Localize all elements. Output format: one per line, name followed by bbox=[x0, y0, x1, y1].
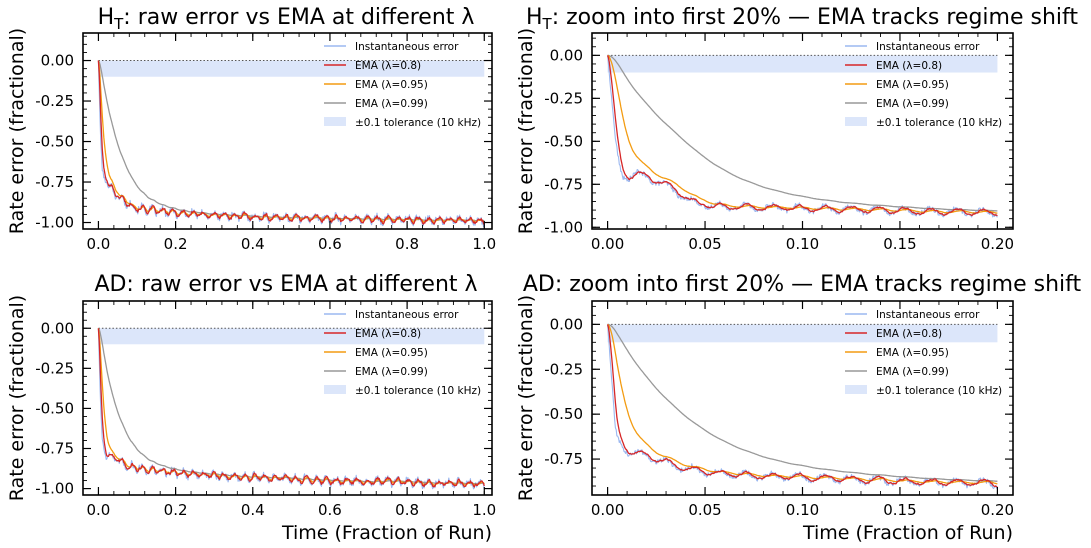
x-tick-label: 0.6 bbox=[318, 235, 342, 253]
legend-entry: EMA (λ=0.8) bbox=[355, 328, 421, 340]
legend-entry: EMA (λ=0.99) bbox=[876, 366, 949, 378]
legend-entry: EMA (λ=0.95) bbox=[876, 347, 949, 359]
legend-entry: EMA (λ=0.8) bbox=[876, 328, 942, 340]
y-tick-label: -0.25 bbox=[35, 359, 74, 377]
x-tick-label: 0.4 bbox=[241, 235, 265, 253]
x-tick-label: 0.05 bbox=[688, 501, 721, 519]
series-line-ema-0-99- bbox=[607, 323, 998, 482]
x-tick-label: 0.10 bbox=[786, 235, 819, 253]
chart-title: HT: raw error vs EMA at different λ bbox=[98, 5, 475, 33]
chart-title: AD: raw error vs EMA at different λ bbox=[94, 272, 477, 297]
legend-entry: EMA (λ=0.99) bbox=[876, 98, 949, 110]
x-tick-label: 0.20 bbox=[981, 235, 1014, 253]
y-axis-label: Rate error (fractional) bbox=[6, 28, 28, 234]
y-tick-label: -1.00 bbox=[35, 480, 74, 498]
x-axis-label: Time (Fraction of Run) bbox=[802, 522, 1013, 544]
x-tick-label: 0.15 bbox=[883, 235, 916, 253]
y-tick-label: 0.00 bbox=[550, 315, 583, 333]
legend-entry: Instantaneous error bbox=[876, 41, 980, 53]
legend: Instantaneous error EMA (λ=0.8) EMA (λ=0.9… bbox=[324, 309, 481, 397]
legend-swatch-band bbox=[324, 117, 346, 126]
x-tick-label: 1.0 bbox=[472, 235, 496, 253]
legend-swatch-band bbox=[324, 385, 346, 394]
legend-entry: EMA (λ=0.8) bbox=[355, 60, 421, 72]
chart-panel-4: 0.00 0.05 0.10 0.15 0.20 0.00 -0.25 -0.50 -0.75 A… bbox=[515, 272, 1082, 544]
series-line-ema-0-8- bbox=[606, 55, 998, 217]
legend-entry: ±0.1 tolerance (10 kHz) bbox=[355, 385, 481, 397]
legend-swatch-band bbox=[845, 117, 867, 126]
y-axis-label: Rate error (fractional) bbox=[515, 295, 537, 501]
y-tick-label: -0.75 bbox=[544, 175, 583, 193]
y-tick-label: -0.25 bbox=[544, 360, 583, 378]
legend-entry: ±0.1 tolerance (10 kHz) bbox=[876, 117, 1002, 129]
y-tick-label: -0.25 bbox=[544, 89, 583, 107]
legend-entry: Instantaneous error bbox=[876, 309, 980, 321]
chart-panel-3: 0.0 0.2 0.4 0.6 0.8 1.0 0.00 -0.25 -0.50 -0.75 -1.… bbox=[6, 272, 496, 544]
x-tick-label: 0.0 bbox=[87, 235, 111, 253]
x-tick-label: 0.10 bbox=[786, 501, 819, 519]
chart-panel-2: 0.00 0.05 0.10 0.15 0.20 0.00 -0.25 -0.50 -0.75 -… bbox=[515, 5, 1078, 253]
legend-entry: EMA (λ=0.95) bbox=[355, 79, 428, 91]
series-line-ema-0-8- bbox=[97, 60, 485, 226]
x-tick-label: 0.05 bbox=[688, 235, 721, 253]
x-tick-label: 0.2 bbox=[164, 235, 188, 253]
x-axis-label: Time (Fraction of Run) bbox=[281, 522, 492, 544]
y-tick-label: -0.25 bbox=[35, 92, 74, 110]
y-tick-label: 0.00 bbox=[550, 46, 583, 64]
tolerance-band bbox=[98, 60, 485, 77]
legend: Instantaneous error EMA (λ=0.8) EMA (λ=0.9… bbox=[845, 41, 1002, 129]
legend-entry: EMA (λ=0.99) bbox=[355, 366, 428, 378]
y-axis-label: Rate error (fractional) bbox=[515, 28, 537, 234]
series-line-ema-0-8- bbox=[97, 328, 485, 488]
legend-swatch-band bbox=[845, 385, 867, 394]
x-tick-label: 0.00 bbox=[591, 501, 624, 519]
y-tick-label: -0.75 bbox=[35, 173, 74, 191]
y-tick-label: -0.50 bbox=[544, 405, 583, 423]
x-tick-label: 0.6 bbox=[318, 501, 342, 519]
y-tick-label: 0.00 bbox=[41, 319, 74, 337]
chart-title: HT: zoom into first 20% — EMA tracks reg… bbox=[526, 5, 1078, 33]
legend-entry: EMA (λ=0.95) bbox=[876, 79, 949, 91]
y-tick-label: 0.00 bbox=[41, 52, 74, 70]
series-line-instantaneous-error bbox=[607, 55, 998, 218]
x-tick-label: 0.4 bbox=[241, 501, 265, 519]
chart-panel-1: 0.0 0.2 0.4 0.6 0.8 1.0 0.00 -0.25 -0.50 -0.75 -1.… bbox=[6, 5, 496, 253]
y-tick-label: -1.00 bbox=[544, 218, 583, 236]
y-tick-label: -1.00 bbox=[35, 214, 74, 232]
axes-frame bbox=[82, 300, 493, 496]
y-tick-label: -0.50 bbox=[544, 132, 583, 150]
tolerance-band bbox=[607, 324, 998, 343]
x-tick-label: 0.00 bbox=[591, 235, 624, 253]
y-axis-label: Rate error (fractional) bbox=[6, 295, 28, 501]
legend-entry: EMA (λ=0.99) bbox=[355, 98, 428, 110]
y-tick-label: -0.50 bbox=[35, 399, 74, 417]
series-line-ema-0-8- bbox=[606, 324, 998, 488]
x-tick-label: 0.15 bbox=[883, 501, 916, 519]
x-tick-label: 0.8 bbox=[395, 501, 419, 519]
x-tick-label: 0.2 bbox=[164, 501, 188, 519]
x-tick-label: 1.0 bbox=[472, 501, 496, 519]
axes-frame bbox=[82, 32, 493, 230]
y-tick-label: -0.75 bbox=[35, 440, 74, 458]
legend-entry: EMA (λ=0.95) bbox=[355, 347, 428, 359]
tolerance-band bbox=[98, 328, 485, 345]
legend: Instantaneous error EMA (λ=0.8) EMA (λ=0.9… bbox=[845, 309, 1002, 397]
y-tick-label: -0.50 bbox=[35, 133, 74, 151]
legend-entry: Instantaneous error bbox=[355, 309, 459, 321]
y-tick-label: -0.75 bbox=[544, 450, 583, 468]
x-tick-label: 0.0 bbox=[87, 501, 111, 519]
x-tick-label: 0.20 bbox=[981, 501, 1014, 519]
x-tick-label: 0.8 bbox=[395, 235, 419, 253]
chart-title: AD: zoom into first 20% — EMA tracks reg… bbox=[523, 272, 1082, 297]
legend: Instantaneous error EMA (λ=0.8) EMA (λ=0.9… bbox=[324, 41, 481, 129]
legend-entry: EMA (λ=0.8) bbox=[876, 60, 942, 72]
legend-entry: Instantaneous error bbox=[355, 41, 459, 53]
tolerance-band bbox=[607, 55, 998, 73]
legend-entry: ±0.1 tolerance (10 kHz) bbox=[876, 385, 1002, 397]
legend-entry: ±0.1 tolerance (10 kHz) bbox=[355, 117, 481, 129]
